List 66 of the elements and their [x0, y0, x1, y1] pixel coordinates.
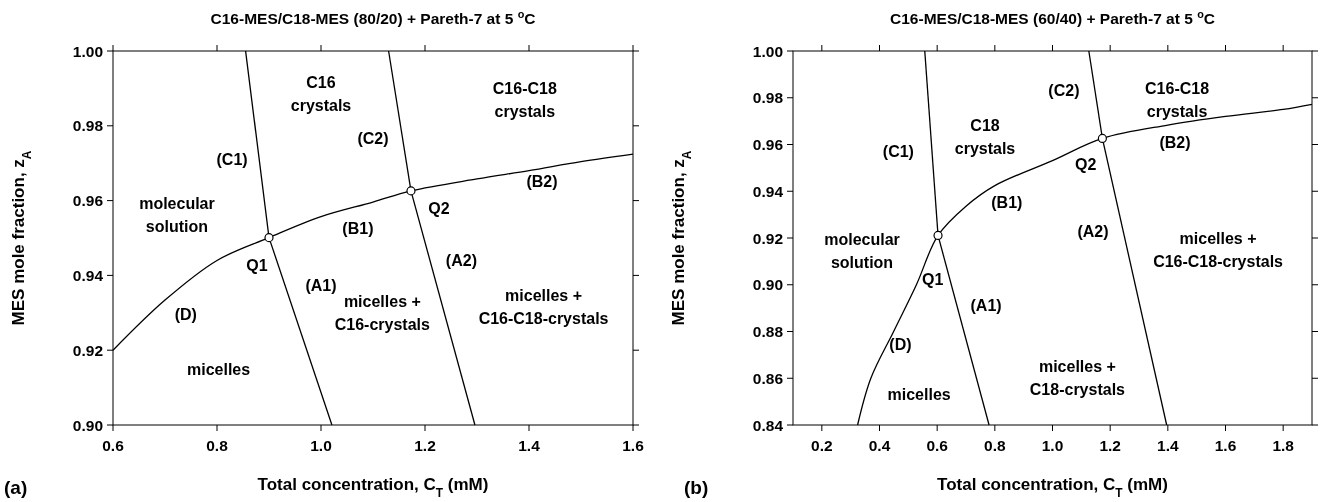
annotation: (C1): [882, 143, 914, 161]
text: (b): [684, 477, 709, 498]
x-tick-label: 1.4: [1157, 437, 1179, 454]
annotation: (B2): [526, 173, 558, 191]
y-tick-label: 0.90: [72, 416, 103, 434]
y-tick-label: 0.94: [72, 266, 104, 284]
annotation: (C2): [1048, 81, 1080, 99]
x-tick-label: 0.6: [926, 437, 949, 454]
annotation: micelles: [186, 360, 251, 378]
annotation: (A2): [445, 252, 477, 270]
annotation: (B2): [1159, 133, 1191, 151]
chart-title: C16-MES/C18-MES (60/40) + Pareth-7 at 5 $^{o}$C: [890, 8, 1215, 27]
x-tick-label: 0.8: [984, 437, 1006, 454]
x-tick-label: 1.4: [518, 437, 541, 454]
annotation: (B1): [991, 194, 1023, 212]
annotation: (A2): [1077, 223, 1109, 241]
annotation: Q2: [1075, 155, 1097, 173]
annotation: micelles: [887, 385, 951, 403]
x-tick-label: 0.2: [811, 437, 833, 454]
y-tick-label: 0.98: [752, 89, 784, 107]
y-tick-label: 0.92: [72, 341, 103, 359]
y-tick-label: 0.96: [752, 136, 784, 153]
y-tick-label: 0.98: [72, 117, 104, 135]
x-tick-label: 1.8: [1272, 437, 1295, 454]
annotation: micelles + C16-crystals: [334, 293, 431, 334]
annotation: C16 crystals: [290, 74, 352, 115]
chart-title: C16-MES/C18-MES (80/20) + Pareth-7 at 5 $^{o}$C: [210, 8, 536, 27]
y-tick-label: 0.84: [752, 416, 784, 434]
x-tick-label: 1.0: [1041, 437, 1064, 454]
annotation: (C2): [357, 129, 389, 147]
x-axis-title: Total concentration, C$_{T}$ (mM): [257, 475, 489, 500]
x-tick-label: 1.6: [1214, 437, 1237, 454]
x-tick-label: 1.6: [622, 437, 645, 454]
annotation: Q1: [921, 271, 944, 289]
y-tick-label: 0.96: [72, 192, 104, 210]
x-tick-label: 0.8: [206, 437, 229, 454]
annotation: (D): [889, 335, 912, 353]
y-tick-label: 0.94: [752, 182, 784, 200]
annotation: C18 crystals: [954, 117, 1016, 158]
annotation: C16-C18 crystals: [492, 80, 557, 121]
y-tick-label: 1.00: [752, 42, 783, 60]
annotation: (B1): [342, 220, 374, 238]
annotation: (D): [174, 305, 197, 323]
annotation: (C1): [216, 151, 248, 169]
y-tick-label: 0.92: [752, 229, 783, 247]
annotation: C16-C18 crystals: [1145, 80, 1210, 121]
annotation: molecular solution: [139, 194, 215, 235]
annotation: Q2: [428, 200, 450, 218]
x-tick-label: 0.6: [102, 437, 125, 454]
y-tick-label: 0.86: [752, 369, 784, 387]
annotation: micelles + C16-C18-crystals: [478, 287, 609, 328]
x-axis-title: Total concentration, C$_{T}$ (mM): [937, 475, 1168, 500]
annotation: micelles + C16-C18-crystals: [1153, 229, 1284, 270]
annotation: (A1): [305, 277, 337, 295]
y-tick-label: 0.90: [752, 276, 783, 294]
x-tick-label: 1.2: [1099, 437, 1121, 454]
text: (a): [4, 477, 28, 498]
annotation: (A1): [970, 296, 1002, 314]
y-tick-label: 1.00: [72, 42, 103, 60]
annotation: molecular solution: [824, 230, 900, 271]
x-tick-label: 0.4: [868, 437, 891, 454]
annotation: Q1: [246, 257, 268, 275]
annotation: micelles + C18-crystals: [1029, 358, 1126, 398]
y-tick-label: 0.88: [752, 323, 784, 340]
x-tick-label: 1.2: [414, 437, 436, 454]
x-tick-label: 1.0: [310, 437, 332, 454]
